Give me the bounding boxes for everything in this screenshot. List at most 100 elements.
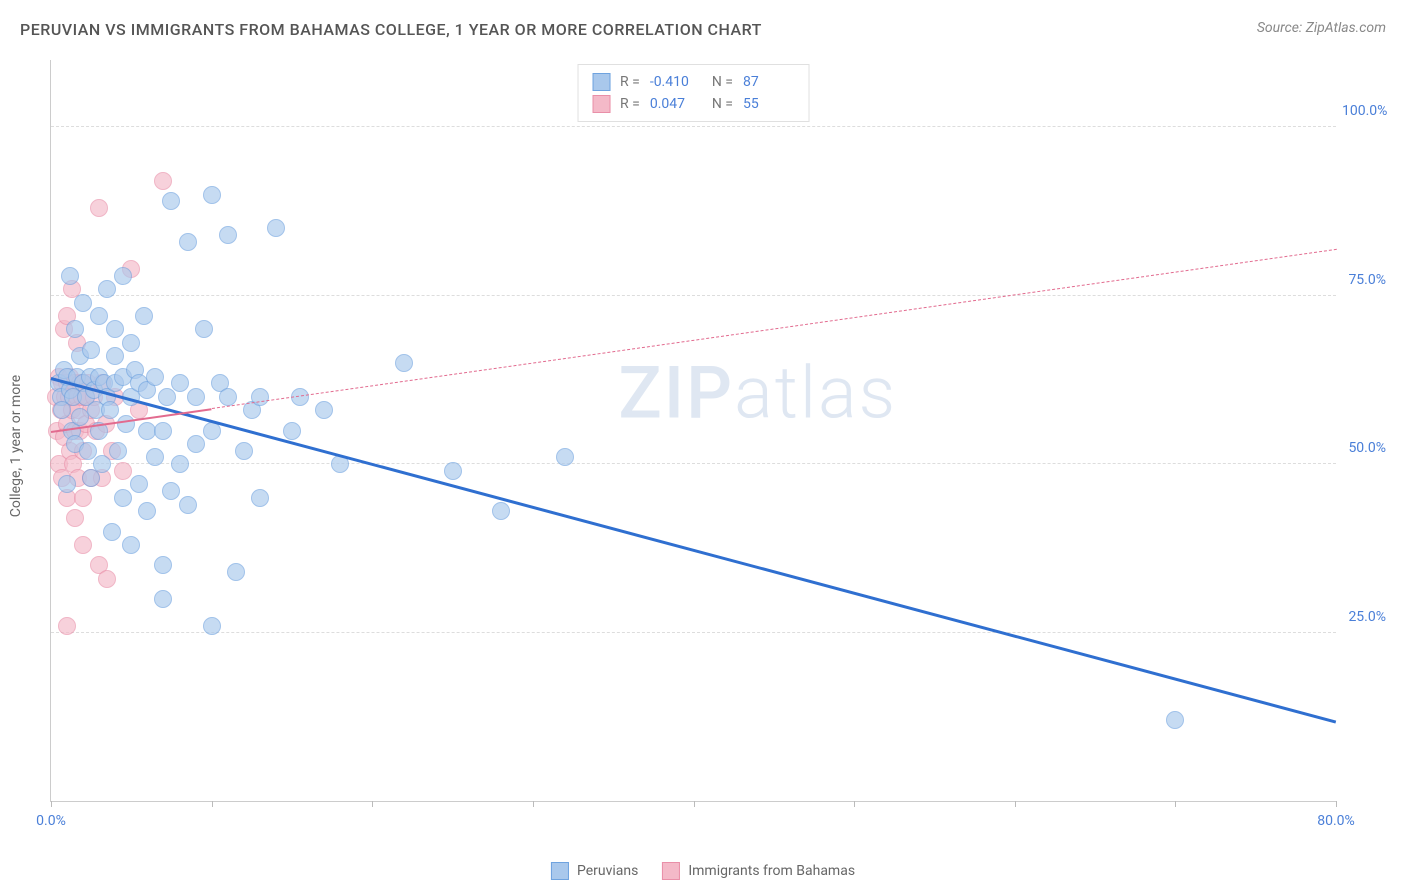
source-name: ZipAtlas.com xyxy=(1306,20,1386,36)
r-label: R = xyxy=(620,74,640,90)
scatter-point-peruvians xyxy=(122,334,140,352)
scatter-point-peruvians xyxy=(79,442,97,460)
scatter-point-bahamas xyxy=(98,570,116,588)
scatter-point-peruvians xyxy=(106,320,124,338)
scatter-point-peruvians xyxy=(171,374,189,392)
scatter-point-bahamas xyxy=(90,199,108,217)
scatter-point-peruvians xyxy=(58,475,76,493)
scatter-point-peruvians xyxy=(395,354,413,372)
scatter-point-peruvians xyxy=(171,455,189,473)
xtick-mark xyxy=(1015,801,1016,807)
ytick-label: 50.0% xyxy=(1342,440,1386,456)
scatter-point-peruvians xyxy=(227,563,245,581)
scatter-point-peruvians xyxy=(103,523,121,541)
scatter-point-peruvians xyxy=(267,219,285,237)
scatter-point-peruvians xyxy=(109,442,127,460)
source-label: Source: xyxy=(1257,20,1302,36)
n-value-peruvians: 87 xyxy=(743,74,795,90)
scatter-point-peruvians xyxy=(219,226,237,244)
scatter-point-bahamas xyxy=(58,617,76,635)
scatter-point-peruvians xyxy=(283,422,301,440)
scatter-point-peruvians xyxy=(179,233,197,251)
watermark: ZIPatlas xyxy=(618,351,897,436)
xtick-label: 0.0% xyxy=(36,813,66,829)
scatter-point-peruvians xyxy=(203,617,221,635)
scatter-point-peruvians xyxy=(1166,711,1184,729)
scatter-point-peruvians xyxy=(179,496,197,514)
r-value-bahamas: 0.047 xyxy=(650,96,702,112)
stats-legend-box: R = -0.410 N = 87 R = 0.047 N = 55 xyxy=(577,64,810,122)
scatter-point-peruvians xyxy=(195,320,213,338)
gridline-h xyxy=(51,463,1336,464)
scatter-point-bahamas xyxy=(154,172,172,190)
scatter-point-peruvians xyxy=(146,448,164,466)
scatter-point-peruvians xyxy=(187,388,205,406)
scatter-point-peruvians xyxy=(162,482,180,500)
scatter-point-peruvians xyxy=(444,462,462,480)
r-label: R = xyxy=(620,96,640,112)
scatter-point-peruvians xyxy=(117,415,135,433)
legend-swatch-peruvians xyxy=(551,862,569,880)
scatter-point-bahamas xyxy=(114,462,132,480)
y-axis-label: College, 1 year or more xyxy=(8,375,24,517)
xtick-mark xyxy=(1336,801,1337,807)
xtick-mark xyxy=(854,801,855,807)
source-credit: Source: ZipAtlas.com xyxy=(1257,20,1386,36)
xtick-mark xyxy=(694,801,695,807)
scatter-point-peruvians xyxy=(315,401,333,419)
xtick-mark xyxy=(372,801,373,807)
scatter-point-bahamas xyxy=(74,536,92,554)
legend-item-bahamas: Immigrants from Bahamas xyxy=(662,862,855,880)
scatter-point-peruvians xyxy=(251,489,269,507)
xtick-mark xyxy=(1175,801,1176,807)
scatter-point-peruvians xyxy=(74,294,92,312)
legend-label-bahamas: Immigrants from Bahamas xyxy=(688,863,855,879)
scatter-point-peruvians xyxy=(66,320,84,338)
scatter-point-bahamas xyxy=(74,489,92,507)
scatter-point-peruvians xyxy=(101,401,119,419)
chart-area: College, 1 year or more ZIPatlas R = -0.… xyxy=(50,60,1386,832)
chart-title: PERUVIAN VS IMMIGRANTS FROM BAHAMAS COLL… xyxy=(20,20,762,39)
scatter-point-peruvians xyxy=(61,267,79,285)
scatter-point-peruvians xyxy=(219,388,237,406)
stats-row-peruvians: R = -0.410 N = 87 xyxy=(592,71,795,93)
xtick-label: 80.0% xyxy=(1317,813,1355,829)
scatter-point-peruvians xyxy=(162,192,180,210)
scatter-point-peruvians xyxy=(114,267,132,285)
scatter-point-peruvians xyxy=(187,435,205,453)
scatter-point-peruvians xyxy=(492,502,510,520)
xtick-mark xyxy=(51,801,52,807)
ytick-label: 75.0% xyxy=(1342,272,1386,288)
gridline-h xyxy=(51,295,1336,296)
legend-item-peruvians: Peruvians xyxy=(551,862,638,880)
xtick-mark xyxy=(212,801,213,807)
scatter-point-peruvians xyxy=(98,280,116,298)
scatter-point-bahamas xyxy=(66,509,84,527)
n-label: N = xyxy=(712,96,733,112)
gridline-h xyxy=(51,632,1336,633)
legend-swatch-bahamas xyxy=(662,862,680,880)
legend-label-peruvians: Peruvians xyxy=(577,863,638,879)
stats-row-bahamas: R = 0.047 N = 55 xyxy=(592,93,795,115)
ytick-label: 25.0% xyxy=(1342,609,1386,625)
scatter-point-peruvians xyxy=(135,307,153,325)
r-value-peruvians: -0.410 xyxy=(650,74,702,90)
swatch-peruvians xyxy=(592,73,610,91)
scatter-point-peruvians xyxy=(154,590,172,608)
plot-region: ZIPatlas R = -0.410 N = 87 R = 0.047 N =… xyxy=(50,60,1336,802)
scatter-point-peruvians xyxy=(90,307,108,325)
n-label: N = xyxy=(712,74,733,90)
xtick-mark xyxy=(533,801,534,807)
scatter-point-peruvians xyxy=(82,341,100,359)
scatter-point-peruvians xyxy=(154,556,172,574)
scatter-point-peruvians xyxy=(122,536,140,554)
swatch-bahamas xyxy=(592,95,610,113)
bottom-legend: Peruvians Immigrants from Bahamas xyxy=(551,862,855,880)
scatter-point-peruvians xyxy=(114,489,132,507)
trend-line xyxy=(51,377,1337,723)
scatter-point-peruvians xyxy=(130,475,148,493)
trend-line xyxy=(212,249,1337,409)
n-value-bahamas: 55 xyxy=(743,96,795,112)
scatter-point-peruvians xyxy=(154,422,172,440)
scatter-point-peruvians xyxy=(146,368,164,386)
